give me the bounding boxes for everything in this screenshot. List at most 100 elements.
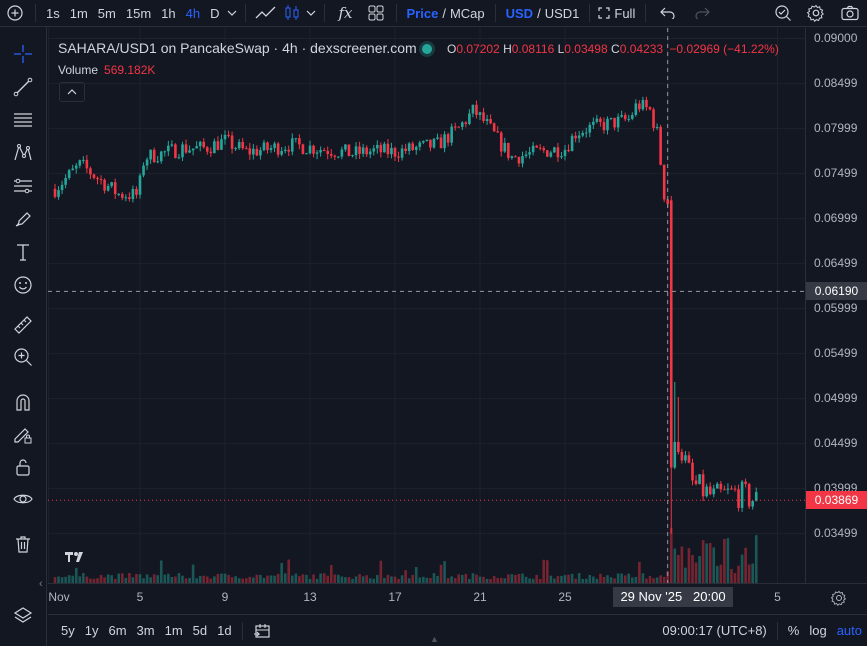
range-5d[interactable]: 5d [192,623,208,638]
divider [776,621,778,640]
price-chart[interactable] [48,28,867,614]
usd1-toggle[interactable]: USD1 [544,5,580,21]
trash-icon[interactable] [11,532,35,556]
volume-bar [67,575,71,583]
volume-bar [57,576,60,583]
magnet-icon[interactable] [11,390,35,414]
range-5y[interactable]: 5y [61,623,75,638]
usd-toggle[interactable]: USD [505,5,534,21]
candles-chart-type-icon[interactable] [281,0,303,27]
line-chart-type-icon[interactable] [251,0,281,27]
candle-body [545,150,549,157]
lock-drawing-icon[interactable] [11,423,35,447]
zoom-in-icon[interactable] [11,345,35,369]
volume-bar [375,575,379,583]
range-6m[interactable]: 6m [108,623,127,638]
candle-body [340,149,344,157]
trend-line-icon[interactable] [11,75,35,99]
volume-bar [234,576,237,583]
templates-grid-icon[interactable] [361,0,391,27]
scroll-left-chevron-icon[interactable]: ‹ [39,578,43,590]
interval-15m[interactable]: 15m [125,5,152,21]
range-3m[interactable]: 3m [136,623,155,638]
volume-bar [383,578,386,583]
mcap-toggle[interactable]: MCap [449,5,485,21]
market-status-dot [422,44,432,54]
fullscreen-button[interactable]: Full [614,5,636,21]
eye-visibility-icon[interactable] [11,487,35,511]
ruler-icon[interactable] [11,313,35,337]
volume-bar [337,574,340,583]
interval-1m[interactable]: 1m [69,5,88,21]
volume-bar [53,577,57,583]
candle-body [542,148,546,151]
tradingview-logo[interactable] [61,546,89,568]
fullscreen-icon[interactable] [595,0,613,27]
chart-settings-gear-icon[interactable] [830,590,847,609]
volume-bar [128,573,131,583]
emoji-icon[interactable] [11,273,35,297]
range-1m[interactable]: 1m [164,623,183,638]
last-price-label: 0.03869 [806,491,867,510]
range-1y[interactable]: 1y [84,623,99,638]
candle-body [521,156,524,164]
range-1d[interactable]: 1d [217,623,232,638]
candle-body [227,134,230,136]
candle-body [64,177,67,185]
expand-panel-handle-icon[interactable]: ▲ [430,634,439,644]
layers-tree-icon[interactable] [11,604,35,628]
horizontal-lines-icon[interactable] [11,108,35,132]
settings-gear-icon[interactable] [799,0,833,27]
add-symbol-icon[interactable] [0,0,30,27]
candle-body [230,135,234,149]
candle-body [365,147,368,155]
chart-type-chevron-icon[interactable] [303,0,319,27]
interval-1s[interactable]: 1s [46,5,60,21]
top-toolbar: 1s 1m 5m 15m 1h 4h D fx Price / MCap USD… [0,0,867,27]
candle-body [524,154,528,157]
volume-bar [443,561,446,583]
volume-bar [149,577,152,583]
pattern-tool-icon[interactable] [11,141,35,165]
volume-bar [542,559,546,583]
volume-bar [347,577,351,583]
text-tool-icon[interactable] [11,240,35,264]
date-range-calendar-icon[interactable] [248,623,278,639]
interval-5m[interactable]: 5m [97,5,116,21]
alert-icon[interactable] [767,0,799,27]
candle-body [209,151,213,154]
low-value: 0.03498 [564,42,608,56]
candle-body [195,146,198,149]
indicators-fx-icon[interactable]: fx [338,3,353,22]
brush-icon[interactable] [11,207,35,231]
undo-icon[interactable] [651,0,685,27]
volume-bar [135,573,138,583]
interval-d[interactable]: D [210,5,220,21]
lock-icon[interactable] [11,455,35,479]
volume-bar [705,543,708,583]
interval-1h[interactable]: 1h [161,5,176,21]
volume-bar [393,576,397,583]
candle-body [262,142,266,151]
volume-bar [89,578,92,583]
interval-4h[interactable]: 4h [185,5,201,21]
camera-snapshot-icon[interactable] [833,0,867,27]
volume-bar [737,565,740,583]
log-scale-toggle[interactable]: log [809,623,827,638]
time-axis-tick: 17 [388,590,402,604]
clock-timezone[interactable]: 09:00:17 (UTC+8) [662,623,767,638]
volume-bar [514,574,517,583]
auto-scale-toggle[interactable]: auto [836,623,862,638]
interval-dropdown-chevron-icon[interactable] [224,0,240,27]
candle-body [237,142,241,149]
redo-icon[interactable] [685,0,719,27]
price-toggle[interactable]: Price [406,5,439,21]
candle-body [354,146,358,156]
candle-body [266,142,269,151]
crosshair-icon[interactable] [11,42,35,66]
percent-scale-toggle[interactable]: % [787,623,800,638]
fib-retracement-icon[interactable] [11,174,35,198]
collapse-legend-button[interactable] [59,82,85,102]
volume-bar [478,576,482,583]
candle-body [170,144,174,146]
